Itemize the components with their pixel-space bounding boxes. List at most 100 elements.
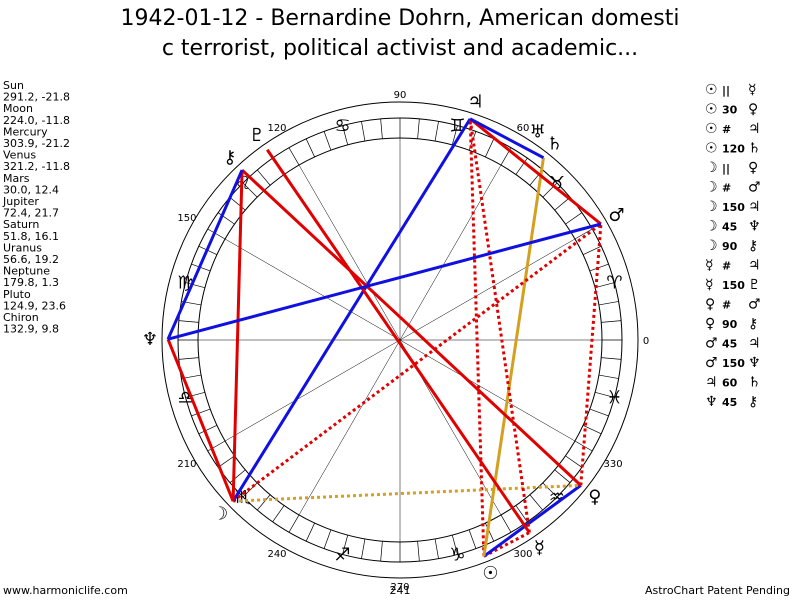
tick (601, 320, 622, 323)
aspect-planet: ☽ (705, 160, 718, 176)
planet-glyph: ☽ (212, 504, 228, 525)
tick (582, 245, 602, 255)
aspect-type: # (722, 299, 731, 312)
title-line: 1942-01-12 - Bernardine Dohrn, American … (121, 6, 680, 31)
aspect-line (167, 222, 602, 341)
tick (515, 505, 528, 523)
planet-position: 303.9, -21.2 (3, 137, 70, 150)
aspect-planet: ♇ (748, 277, 761, 293)
tick (272, 505, 285, 523)
aspect-planet: ♀ (748, 102, 758, 118)
planet-name: Mars (3, 172, 30, 185)
tick (178, 357, 199, 360)
aspect-line (468, 118, 531, 533)
aspect-planet: ♀ (748, 160, 758, 176)
degree-label: 0 (643, 336, 649, 347)
planet-glyph: ☉ (482, 563, 498, 584)
aspect-line (468, 118, 486, 557)
aspect-planet: ♃ (705, 375, 718, 391)
tick (582, 425, 602, 435)
tick (451, 125, 458, 145)
planet-position: 179.8, 1.3 (3, 276, 59, 289)
aspect-line (579, 223, 603, 486)
tick (589, 408, 609, 417)
aspect-type: 45 (722, 396, 737, 409)
tick (305, 522, 315, 542)
aspect-planet: ☉ (705, 141, 718, 157)
aspect-planet: ☉ (705, 121, 718, 137)
aspect-planet: ♄ (748, 141, 761, 157)
planet-name: Venus (3, 149, 36, 162)
aspect-type: 90 (722, 240, 738, 253)
planet-glyph: ♇ (249, 125, 265, 146)
planet-name: Pluto (3, 288, 31, 301)
tick (529, 494, 543, 511)
tick (595, 282, 615, 289)
tick (185, 391, 205, 398)
tick (434, 538, 439, 559)
planet-name: Moon (3, 102, 33, 115)
aspect-planet: ♆ (748, 219, 761, 235)
footer-left: www.harmoniclife.com (3, 584, 128, 597)
planet-name: Uranus (3, 241, 42, 254)
tick (288, 514, 300, 533)
tick (361, 121, 366, 142)
tick (207, 228, 226, 240)
planet-name: Saturn (3, 218, 39, 231)
zodiac-sign: ♈ (606, 273, 622, 294)
aspect-planet: ☿ (705, 258, 714, 274)
tick (185, 282, 205, 289)
tick (598, 301, 619, 306)
outer-circle (161, 101, 639, 579)
aspect-planet: ♃ (748, 199, 761, 215)
aspect-type: 90 (722, 318, 738, 331)
tick (242, 182, 258, 198)
aspect-type: # (722, 260, 731, 273)
tick (434, 121, 439, 142)
aspect-line (166, 338, 235, 502)
tick (500, 514, 512, 533)
zodiac-sign: ♒ (549, 487, 565, 508)
tick (574, 440, 593, 452)
title-line: c terrorist, political activist and acad… (162, 36, 638, 61)
planet-glyph: ♃ (468, 92, 484, 113)
degree-label: 120 (267, 123, 286, 134)
tick (417, 541, 420, 562)
degree-label: 210 (177, 459, 196, 470)
tick (451, 535, 458, 555)
aspect-planet: ♄ (748, 375, 761, 391)
aspect-planet: ♂ (705, 336, 718, 352)
aspect-type: # (722, 182, 731, 195)
tick (565, 455, 583, 468)
aspect-planet: ☉ (705, 82, 718, 98)
planet-position: 224.0, -11.8 (3, 114, 70, 127)
tick (207, 440, 226, 452)
tick (198, 425, 218, 435)
tick (342, 535, 349, 555)
aspect-type: 150 (722, 279, 745, 292)
aspect-type: 150 (722, 201, 745, 214)
tick (595, 391, 615, 398)
aspect-line (483, 484, 582, 558)
aspect-planet: ⚷ (748, 316, 758, 332)
aspect-line (233, 483, 581, 503)
planet-position: 321.2, -11.8 (3, 160, 70, 173)
planet-position: 291.2, -21.8 (3, 91, 70, 104)
tick (574, 228, 593, 240)
tick (601, 357, 622, 360)
aspect-planet: ♆ (705, 394, 718, 410)
aspect-planet: ♃ (748, 258, 761, 274)
aspect-line (266, 148, 531, 534)
tick (589, 263, 609, 272)
zodiac-sign: ♉ (549, 173, 565, 194)
planet-glyph: ☿ (534, 538, 545, 559)
bottom-label: 241 (390, 584, 411, 597)
aspect-type: # (722, 123, 731, 136)
degree-label: 330 (603, 459, 622, 470)
aspect-line (231, 170, 244, 502)
tick (342, 125, 349, 145)
tick (417, 118, 420, 139)
aspect-line (166, 169, 244, 340)
aspect-planet: ⚷ (748, 394, 758, 410)
tick (554, 469, 571, 483)
